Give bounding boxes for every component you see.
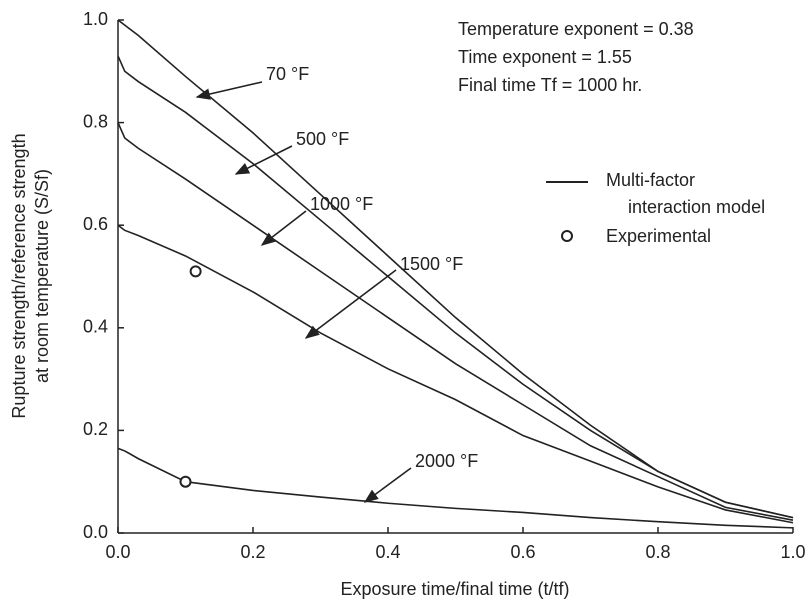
annotation: Time exponent = 1.55 bbox=[458, 47, 632, 67]
series-label: 1500 °F bbox=[400, 254, 463, 274]
x-tick-label: 0.6 bbox=[510, 542, 535, 562]
x-axis-label: Exposure time/final time (t/tf) bbox=[340, 579, 569, 599]
series-label: 500 °F bbox=[296, 129, 349, 149]
y-tick-label: 1.0 bbox=[83, 9, 108, 29]
label-arrow bbox=[234, 145, 293, 175]
y-tick-label: 0.6 bbox=[83, 214, 108, 234]
series-label: 1000 °F bbox=[310, 194, 373, 214]
legend-marker bbox=[561, 230, 573, 242]
label-arrow bbox=[260, 210, 307, 246]
x-tick-label: 0.4 bbox=[375, 542, 400, 562]
x-tick-label: 1.0 bbox=[780, 542, 805, 562]
y-tick-label: 0.0 bbox=[83, 522, 108, 542]
legend-label: Experimental bbox=[606, 226, 711, 246]
label-arrow bbox=[363, 467, 412, 503]
series-line bbox=[117, 447, 794, 529]
y-tick-label: 0.2 bbox=[83, 419, 108, 439]
series-label: 2000 °F bbox=[415, 451, 478, 471]
annotation: Final time Tf = 1000 hr. bbox=[458, 75, 642, 95]
series-line bbox=[117, 224, 794, 524]
x-tick-label: 0.0 bbox=[105, 542, 130, 562]
legend-label: Multi-factor bbox=[606, 170, 695, 190]
y-tick-label: 0.8 bbox=[83, 111, 108, 131]
y-tick-label: 0.4 bbox=[83, 317, 108, 337]
series-label: 70 °F bbox=[266, 64, 309, 84]
label-arrow bbox=[304, 269, 397, 339]
x-tick-label: 0.2 bbox=[240, 542, 265, 562]
label-arrow bbox=[195, 81, 263, 100]
series-line bbox=[117, 122, 794, 521]
series-line bbox=[117, 55, 794, 519]
experimental-point bbox=[179, 475, 192, 488]
annotation: Temperature exponent = 0.38 bbox=[458, 19, 694, 39]
y-axis-label: at room temperature (S/Sf) bbox=[32, 169, 52, 383]
x-tick-label: 0.8 bbox=[645, 542, 670, 562]
legend-label: interaction model bbox=[628, 197, 765, 217]
y-axis-label: Rupture strength/reference strength bbox=[9, 133, 29, 418]
experimental-point bbox=[189, 265, 202, 278]
